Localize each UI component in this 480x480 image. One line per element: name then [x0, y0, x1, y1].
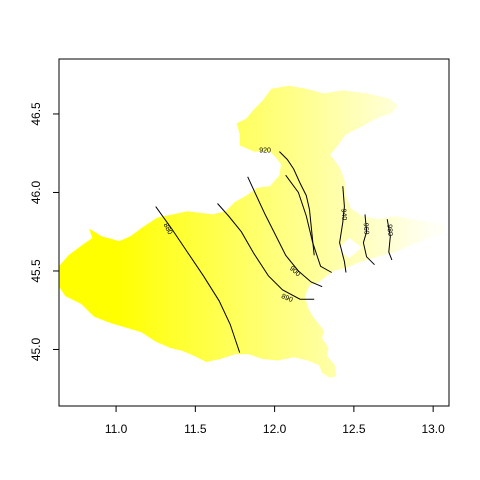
contour-line-880 — [155, 206, 241, 353]
contour-label-890: 890 — [280, 293, 294, 304]
region-fill — [59, 85, 445, 378]
y-tick-label: 45.5 — [29, 259, 43, 283]
region-layer — [59, 85, 445, 378]
contour-line-980 — [386, 219, 393, 261]
contour-label-940: 940 — [339, 208, 347, 220]
contour-line-940 — [339, 186, 347, 273]
y-tick-label: 46.5 — [29, 102, 43, 126]
contour-label-960: 960 — [362, 223, 370, 235]
y-tick-label: 46.0 — [29, 180, 43, 204]
x-tick-label: 12.5 — [342, 422, 366, 436]
contour-line-920 — [279, 151, 315, 256]
contour-label-980: 980 — [385, 224, 393, 236]
coast-notch — [338, 238, 362, 259]
x-tick-label: 11.5 — [184, 422, 207, 436]
coast-notch-layer — [338, 238, 386, 267]
contour-label-920: 920 — [259, 148, 271, 155]
contour-line-900 — [247, 176, 323, 288]
coast-notch — [371, 255, 386, 267]
contour-line-890 — [217, 203, 315, 300]
contour-layer — [155, 151, 393, 353]
contour-line-960 — [362, 214, 375, 266]
contour-label-880: 880 — [162, 222, 174, 236]
x-axis: 11.0 11.5 12.0 12.5 13.0 — [105, 405, 445, 436]
y-tick-label: 45.0 — [29, 337, 43, 361]
x-tick-label: 13.0 — [421, 422, 445, 436]
x-tick-label: 11.0 — [105, 422, 128, 436]
y-axis: 45.0 45.5 46.0 46.5 — [29, 102, 60, 361]
contour-line-910 — [285, 174, 332, 273]
x-tick-label: 12.0 — [263, 422, 287, 436]
